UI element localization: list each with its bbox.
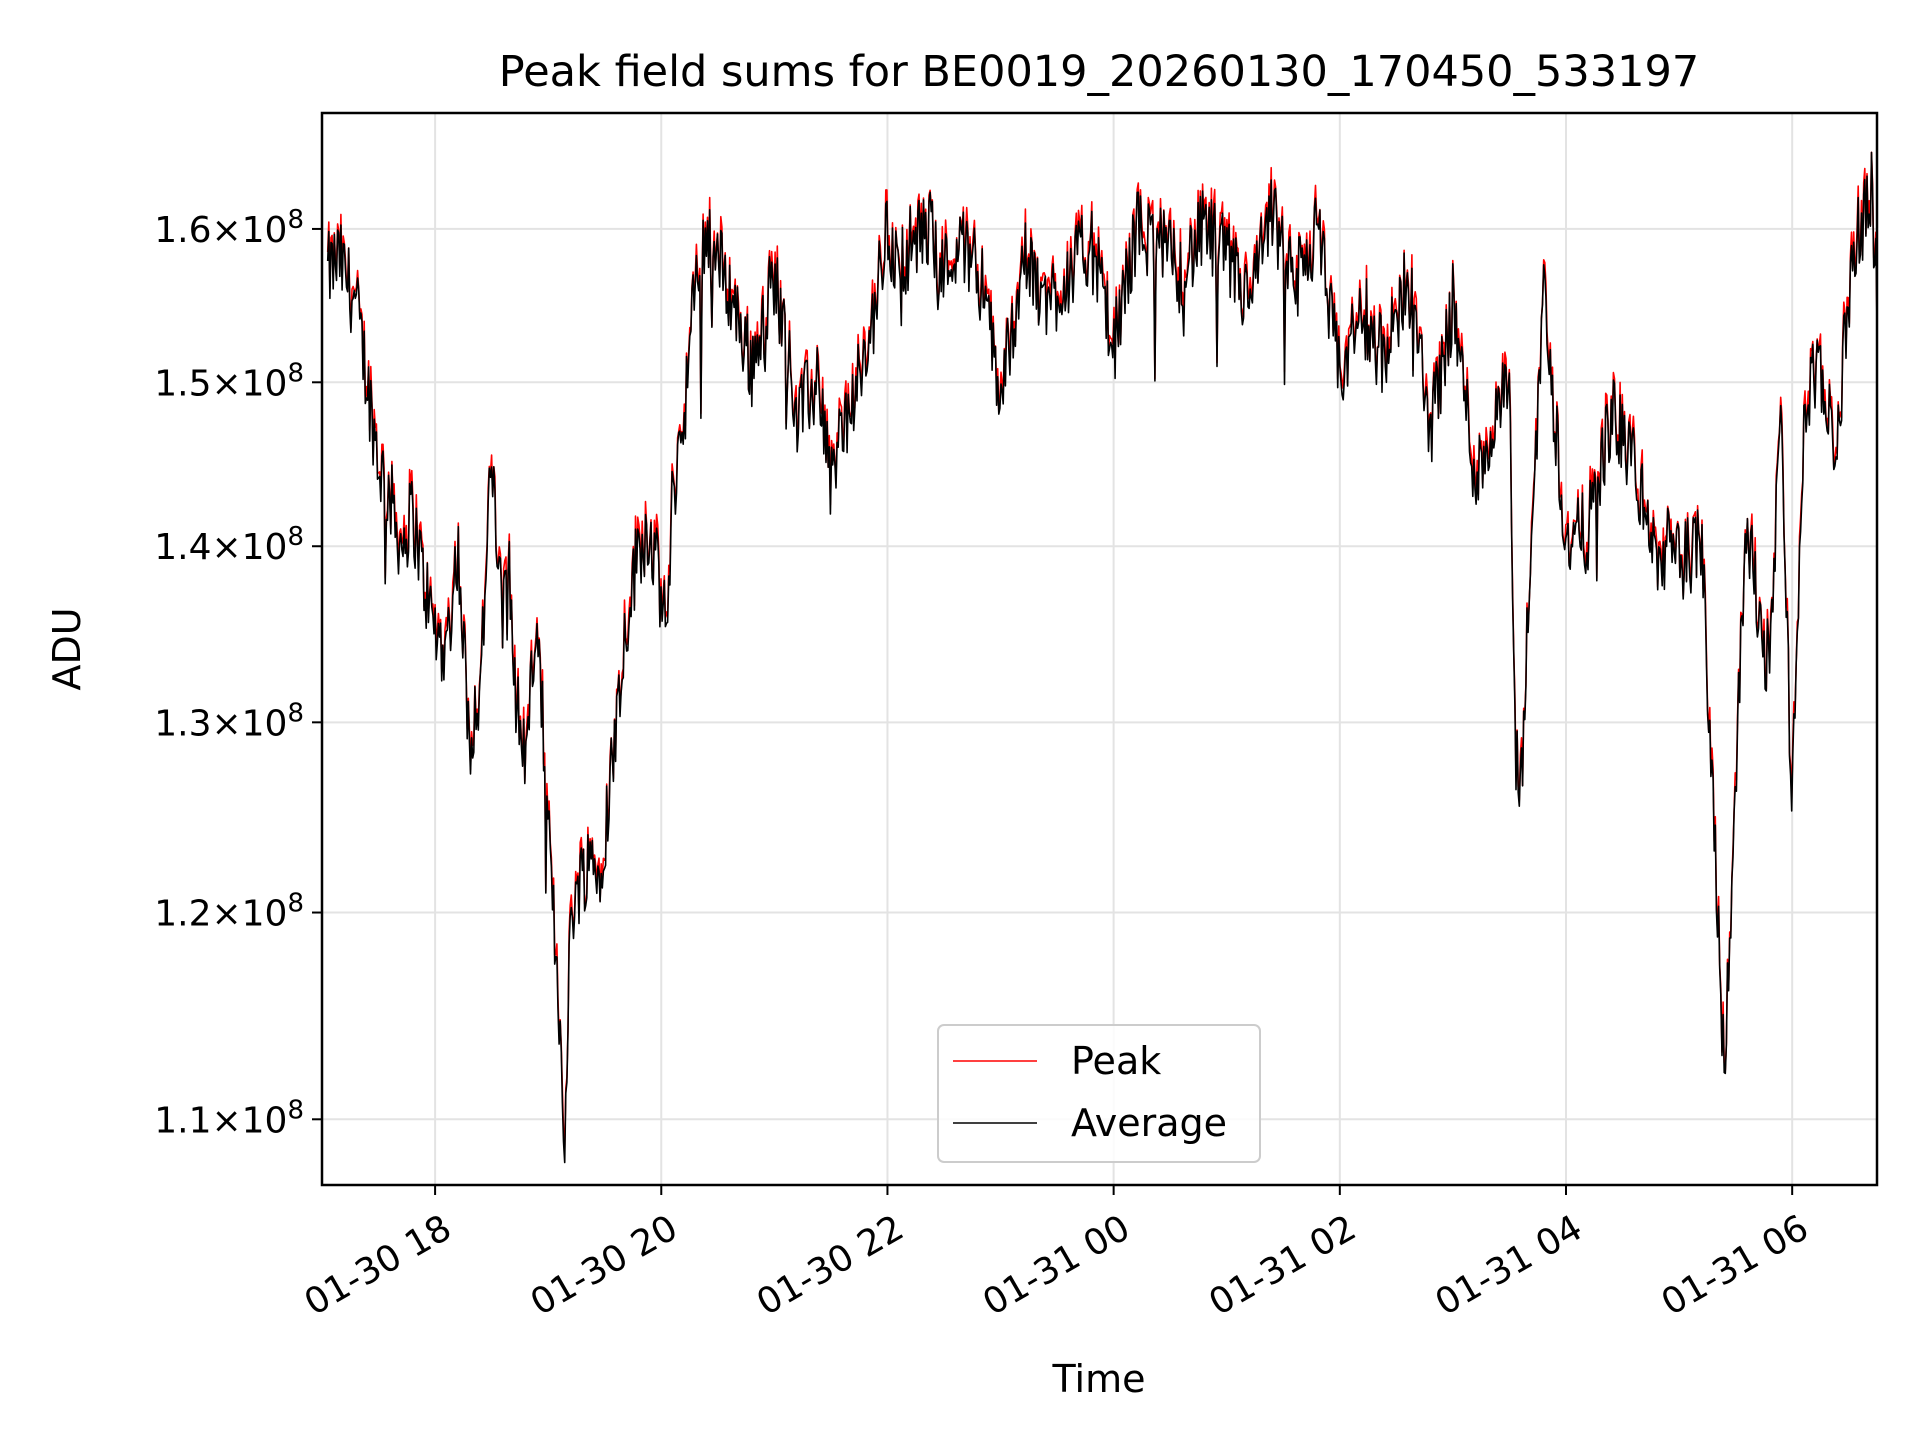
y-axis-label: ADU <box>45 607 89 690</box>
chart-title: Peak field sums for BE0019_20260130_1704… <box>499 47 1699 97</box>
y-tick-label: 1.6×108 <box>154 205 304 251</box>
legend-peak-label: Peak <box>1071 1039 1161 1083</box>
average-series-line <box>326 151 1877 1164</box>
y-tick-label: 1.5×108 <box>154 358 304 404</box>
y-tick-label: 1.2×108 <box>154 889 304 935</box>
plot-lines <box>326 151 1877 1164</box>
plot-frame <box>320 111 1879 1187</box>
y-tick-label: 1.3×108 <box>154 698 304 744</box>
grid <box>322 113 1877 1185</box>
y-tick-label: 1.1×108 <box>154 1095 304 1141</box>
y-axis: 1.1×108 1.2×108 1.3×108 1.4×108 1.5×108 1.6×1… <box>154 205 322 1141</box>
y-tick-label: 1.4×108 <box>154 522 304 568</box>
legend-box <box>937 1024 1261 1163</box>
legend: Peak Average <box>937 1024 1261 1163</box>
legend-average-label: Average <box>1071 1101 1227 1145</box>
x-axis-label: Time <box>1052 1357 1146 1401</box>
